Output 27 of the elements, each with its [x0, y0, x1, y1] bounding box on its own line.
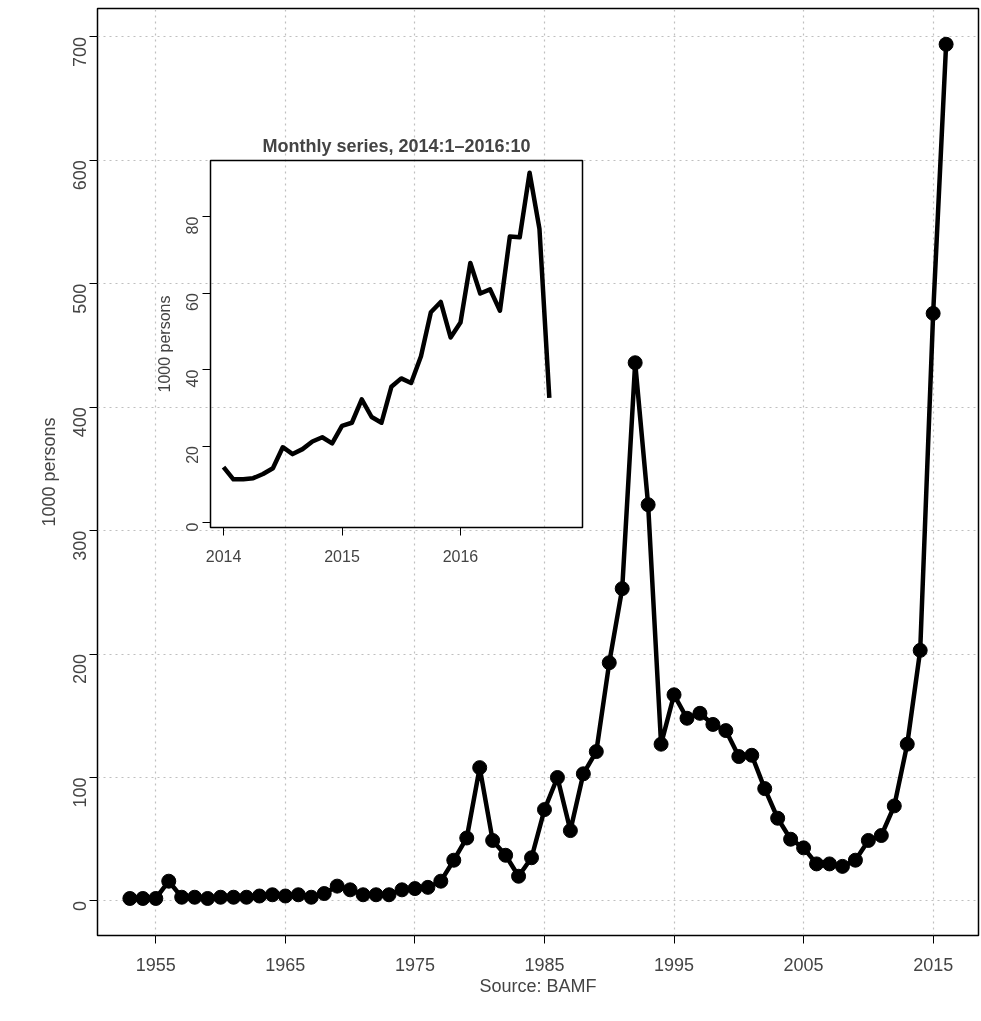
y-tick-label: 700 [70, 36, 90, 67]
y-tick-label: 40 [184, 369, 202, 388]
y-tick-label: 0 [70, 900, 90, 911]
y-tick-label: 0 [184, 522, 202, 532]
y-tick-label: 80 [184, 216, 202, 235]
x-tick-label: 1975 [394, 954, 435, 975]
x-tick-label: 2005 [783, 954, 824, 975]
y-tick-label: 60 [184, 293, 202, 311]
x-tick-label: 2015 [324, 547, 360, 565]
y-tick-label: 400 [70, 407, 90, 438]
y-axis-title: 1000 persons [38, 417, 59, 527]
x-tick-label: 1965 [265, 954, 306, 975]
y-axis-title: 1000 persons [155, 295, 173, 393]
chart-title: Monthly series, 2014:1–2016:10 [262, 135, 531, 156]
x-tick-label: 2016 [442, 547, 479, 565]
x-tick-label: 2014 [205, 547, 242, 565]
y-tick-label: 600 [70, 160, 90, 191]
y-tick-label: 300 [70, 530, 90, 561]
x-tick-label: 1995 [654, 954, 695, 975]
y-tick-label: 500 [70, 283, 90, 314]
y-tick-label: 20 [184, 445, 202, 464]
y-tick-label: 200 [70, 654, 90, 685]
x-tick-label: 2015 [913, 954, 954, 975]
y-tick-label: 100 [70, 777, 90, 808]
source-note: Source: BAMF [479, 975, 597, 996]
x-tick-label: 1955 [135, 954, 176, 975]
x-tick-label: 1985 [524, 954, 565, 975]
